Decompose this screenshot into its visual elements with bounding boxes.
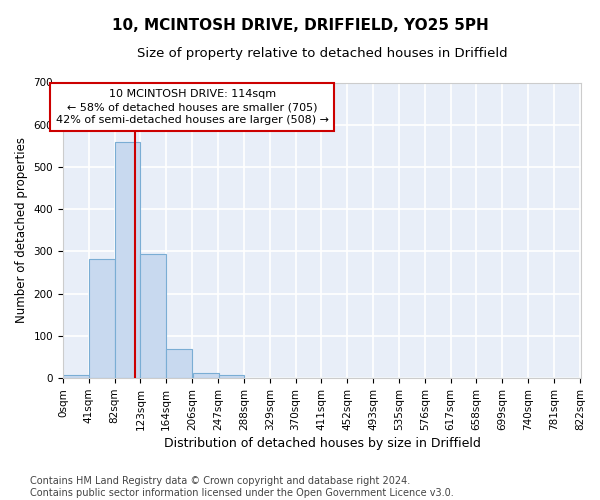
Bar	[166, 350, 192, 378]
Title: Size of property relative to detached houses in Driffield: Size of property relative to detached ho…	[137, 48, 508, 60]
X-axis label: Distribution of detached houses by size in Driffield: Distribution of detached houses by size …	[164, 437, 481, 450]
Text: Contains HM Land Registry data © Crown copyright and database right 2024.
Contai: Contains HM Land Registry data © Crown c…	[30, 476, 454, 498]
Text: 10 MCINTOSH DRIVE: 114sqm
← 58% of detached houses are smaller (705)
42% of semi: 10 MCINTOSH DRIVE: 114sqm ← 58% of detac…	[56, 89, 329, 125]
Bar	[193, 373, 218, 378]
Bar	[218, 375, 244, 378]
Bar	[115, 142, 140, 378]
Text: 10, MCINTOSH DRIVE, DRIFFIELD, YO25 5PH: 10, MCINTOSH DRIVE, DRIFFIELD, YO25 5PH	[112, 18, 488, 32]
Bar	[63, 376, 89, 378]
Y-axis label: Number of detached properties: Number of detached properties	[15, 138, 28, 324]
Bar	[89, 258, 115, 378]
Bar	[140, 254, 166, 378]
